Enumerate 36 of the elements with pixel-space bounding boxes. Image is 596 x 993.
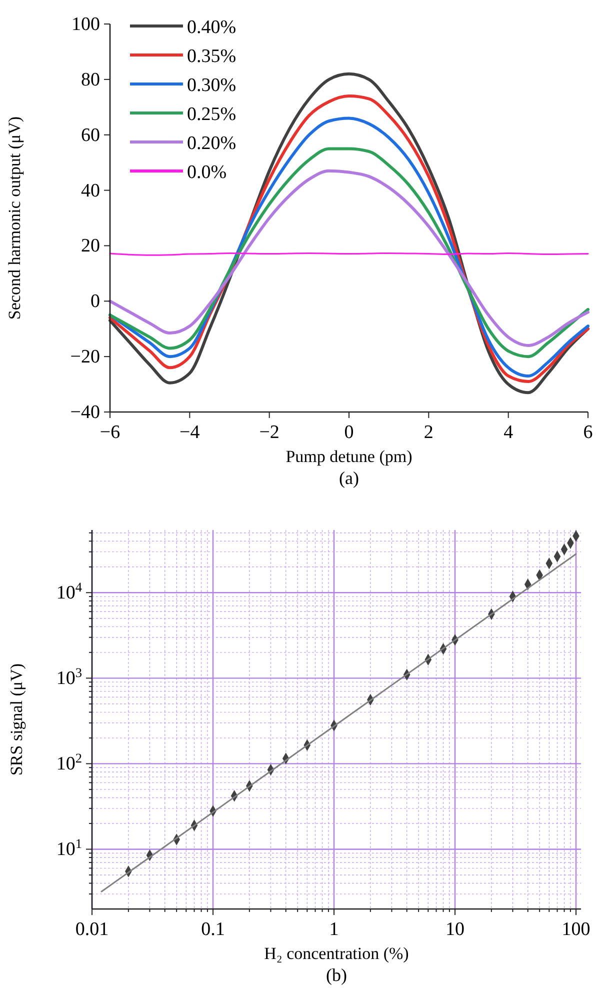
x-axis-title: Pump detune (pm)	[286, 447, 412, 466]
x-tick-label: 10	[445, 919, 464, 940]
x-tick-label: −2	[259, 422, 280, 443]
y-tick-label: 0	[90, 291, 100, 312]
y-tick-label: −40	[70, 402, 100, 423]
text: (a)	[339, 468, 359, 488]
legend-label: 0.0%	[187, 162, 227, 183]
y-tick-label: 80	[81, 69, 100, 90]
y-tick-label: 100	[72, 14, 100, 35]
y-tick-label: 10$^{4}$	[56, 579, 82, 604]
x-tick-label: −4	[180, 422, 200, 443]
x-tick-label: 0	[344, 422, 354, 443]
legend-label: 0.25%	[187, 104, 236, 125]
y-tick-label: 10$^{3}$	[56, 664, 82, 690]
x-tick-label: 0.1	[201, 919, 225, 940]
y-axis-title: SRS signal (μV)	[7, 663, 26, 776]
legend-label: 0.30%	[187, 75, 236, 96]
y-tick-label: 40	[81, 180, 100, 202]
x-tick-label: −6	[100, 422, 120, 443]
y-tick-label: 60	[81, 124, 100, 146]
text: (b)	[326, 965, 347, 985]
y-tick-label: 10$^{1}$	[56, 836, 82, 860]
x-tick-label: 2	[424, 422, 434, 443]
x-axis-title: H₂ concentration (%)	[264, 944, 409, 963]
x-tick-label: 6	[583, 422, 593, 443]
x-tick-label: 0.01	[75, 919, 109, 940]
y-tick-label: 10$^{2}$	[56, 750, 82, 775]
x-tick-label: 1	[329, 919, 339, 940]
legend-label: 0.20%	[187, 133, 236, 154]
y-tick-label: 20	[81, 236, 100, 257]
legend-label: 0.40%	[187, 17, 236, 38]
y-axis-title: Second harmonic output (μV)	[5, 116, 24, 320]
legend-label: 0.35%	[187, 46, 236, 67]
y-tick-label: −20	[70, 346, 100, 368]
x-tick-label: 4	[504, 422, 514, 443]
x-tick-label: 100	[562, 919, 590, 940]
